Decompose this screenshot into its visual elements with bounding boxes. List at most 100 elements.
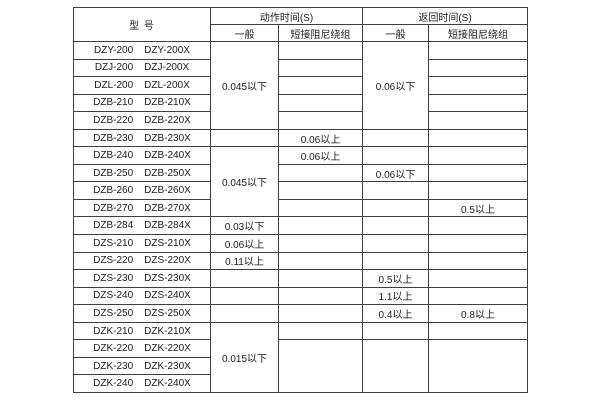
cell-action-general — [210, 286, 279, 306]
cell-action-damping — [278, 251, 363, 271]
cell-model: DZB-250 DZB-250X — [73, 163, 211, 183]
cell-action-general: 0.045以下 — [210, 41, 279, 130]
cell-action-general: 0.015以下 — [210, 321, 279, 394]
cell-action-damping — [278, 198, 363, 218]
cell-action-damping — [278, 304, 363, 323]
cell-action-general: 0.06以上 — [210, 234, 279, 253]
cell-action-damping — [278, 93, 363, 113]
table-row: DZB-230 DZB-230X 0.06以上 — [73, 128, 528, 148]
header-action-damping: 短接阻尼绕组 — [278, 24, 363, 42]
cell-model: DZB-210 DZB-210X — [73, 93, 211, 113]
cell-model: DZB-260 DZB-260X — [73, 181, 211, 200]
cell-return-general: 0.4以上 — [362, 304, 429, 323]
cell-return-damping: 0.8以上 — [428, 304, 528, 323]
header-action-time: 动作时间(S) — [210, 7, 363, 25]
model-label: DZS-220 — [93, 255, 134, 267]
model-label: DZB-260X — [144, 185, 191, 197]
cell-return-general: 0.5以上 — [362, 269, 429, 288]
model-label: DZJ-200X — [144, 62, 190, 74]
cell-action-general: 0.11以上 — [210, 251, 279, 271]
model-label: DZK-220X — [144, 343, 191, 355]
cell-action-general: 0.045以下 — [210, 146, 279, 218]
cell-model: DZB-220 DZB-220X — [73, 111, 211, 130]
model-label: DZB-230 — [93, 132, 134, 144]
cell-return-damping — [428, 93, 528, 113]
cell-action-damping: 0.06以上 — [278, 146, 363, 165]
cell-return-general — [362, 216, 429, 236]
cell-model: DZB-230 DZB-230X — [73, 128, 211, 148]
table-body: DZY-200 DZY-200X 0.045以下 0.06以下 DZJ-200 DZJ-2… — [73, 41, 528, 394]
cell-action-damping — [278, 339, 363, 393]
cell-model: DZS-210 DZS-210X — [73, 234, 211, 253]
model-label: DZS-230X — [144, 272, 191, 284]
header-model: 型 号 — [73, 7, 211, 42]
model-label: DZB-210X — [144, 97, 191, 109]
cell-return-damping — [428, 339, 528, 393]
model-label: DZK-230X — [144, 360, 191, 372]
model-label: DZS-250X — [144, 307, 191, 319]
cell-action-damping — [278, 41, 363, 60]
header-action-general: 一般 — [210, 24, 279, 42]
table-row: DZL-200 DZL-200X — [73, 76, 528, 95]
model-label: DZS-240X — [144, 290, 191, 302]
model-label: DZK-240X — [144, 378, 191, 390]
cell-return-general — [362, 321, 429, 341]
cell-action-general — [210, 269, 279, 288]
cell-model: DZY-200 DZY-200X — [73, 41, 211, 60]
table-row: DZY-200 DZY-200X 0.045以下 0.06以下 — [73, 41, 528, 130]
cell-return-damping — [428, 111, 528, 130]
model-label: DZB-240X — [144, 150, 191, 162]
cell-model: DZK-230 DZK-230X — [73, 356, 211, 376]
model-label: DZK-230 — [93, 360, 134, 372]
table-row: DZB-260 DZB-260X — [73, 181, 528, 200]
model-label: DZS-210 — [93, 237, 134, 249]
model-label: DZB-220X — [144, 114, 191, 126]
cell-model: DZS-250 DZS-250X — [73, 304, 211, 323]
table-row: DZS-230 DZS-230X 0.5以上 — [73, 269, 528, 288]
table-row: DZS-220 DZS-220X 0.11以上 — [73, 251, 528, 271]
cell-return-damping — [428, 41, 528, 60]
model-label: DZS-240 — [93, 290, 134, 302]
header-row-subcolumns: 一般 短接阻尼绕组 一般 短接阻尼绕组 — [74, 24, 528, 42]
model-label: DZS-210X — [144, 237, 191, 249]
cell-action-damping: 0.06以上 — [278, 128, 363, 148]
cell-return-general — [362, 146, 429, 165]
header-return-general: 一般 — [362, 24, 429, 42]
cell-return-damping — [428, 128, 528, 148]
header-return-damping: 短接阻尼绕组 — [428, 24, 528, 42]
model-label: DZJ-200 — [94, 62, 134, 74]
cell-model: DZK-220 DZK-220X — [73, 339, 211, 358]
cell-return-general — [362, 128, 429, 148]
model-label: DZK-220 — [93, 343, 134, 355]
cell-action-damping — [278, 58, 363, 78]
spec-table: 型 号 动作时间(S) 返回时间(S) 一般 短接阻尼绕组 一般 短接阻尼绕组 … — [73, 7, 528, 394]
cell-return-general: 0.06以下 — [362, 163, 429, 183]
cell-model: DZS-240 DZS-240X — [73, 286, 211, 306]
cell-action-damping — [278, 76, 363, 95]
cell-return-general — [362, 198, 429, 218]
cell-action-damping — [278, 286, 363, 306]
table-row: DZS-240 DZS-240X 1.1以上 — [73, 286, 528, 306]
header-return-time: 返回时间(S) — [362, 7, 528, 25]
table-row: DZK-210 DZK-210X 0.015以下 — [73, 321, 528, 394]
model-label: DZL-200 — [94, 79, 134, 91]
cell-action-general — [210, 304, 279, 323]
model-label: DZB-210 — [93, 97, 134, 109]
table-row: DZB-240 DZB-240X 0.045以下 0.06以上 — [73, 146, 528, 218]
cell-return-general — [362, 234, 429, 253]
cell-return-damping — [428, 321, 528, 341]
table-row: DZJ-200 DZJ-200X — [73, 58, 528, 78]
table-row: DZB-210 DZB-210X — [73, 93, 528, 113]
model-label: DZB-260 — [93, 185, 134, 197]
model-label: DZY-200 — [94, 44, 134, 56]
cell-action-damping — [278, 321, 363, 341]
cell-action-damping — [278, 111, 363, 130]
model-label: DZB-240 — [93, 150, 134, 162]
cell-return-damping — [428, 216, 528, 236]
cell-model: DZB-284 DZB-284X — [73, 216, 211, 236]
table-row: DZK-230 DZK-230X — [73, 356, 528, 376]
cell-return-damping — [428, 269, 528, 288]
cell-return-damping — [428, 163, 528, 183]
table-row: DZB-284 DZB-284X 0.03以下 — [73, 216, 528, 236]
cell-model: DZL-200 DZL-200X — [73, 76, 211, 95]
